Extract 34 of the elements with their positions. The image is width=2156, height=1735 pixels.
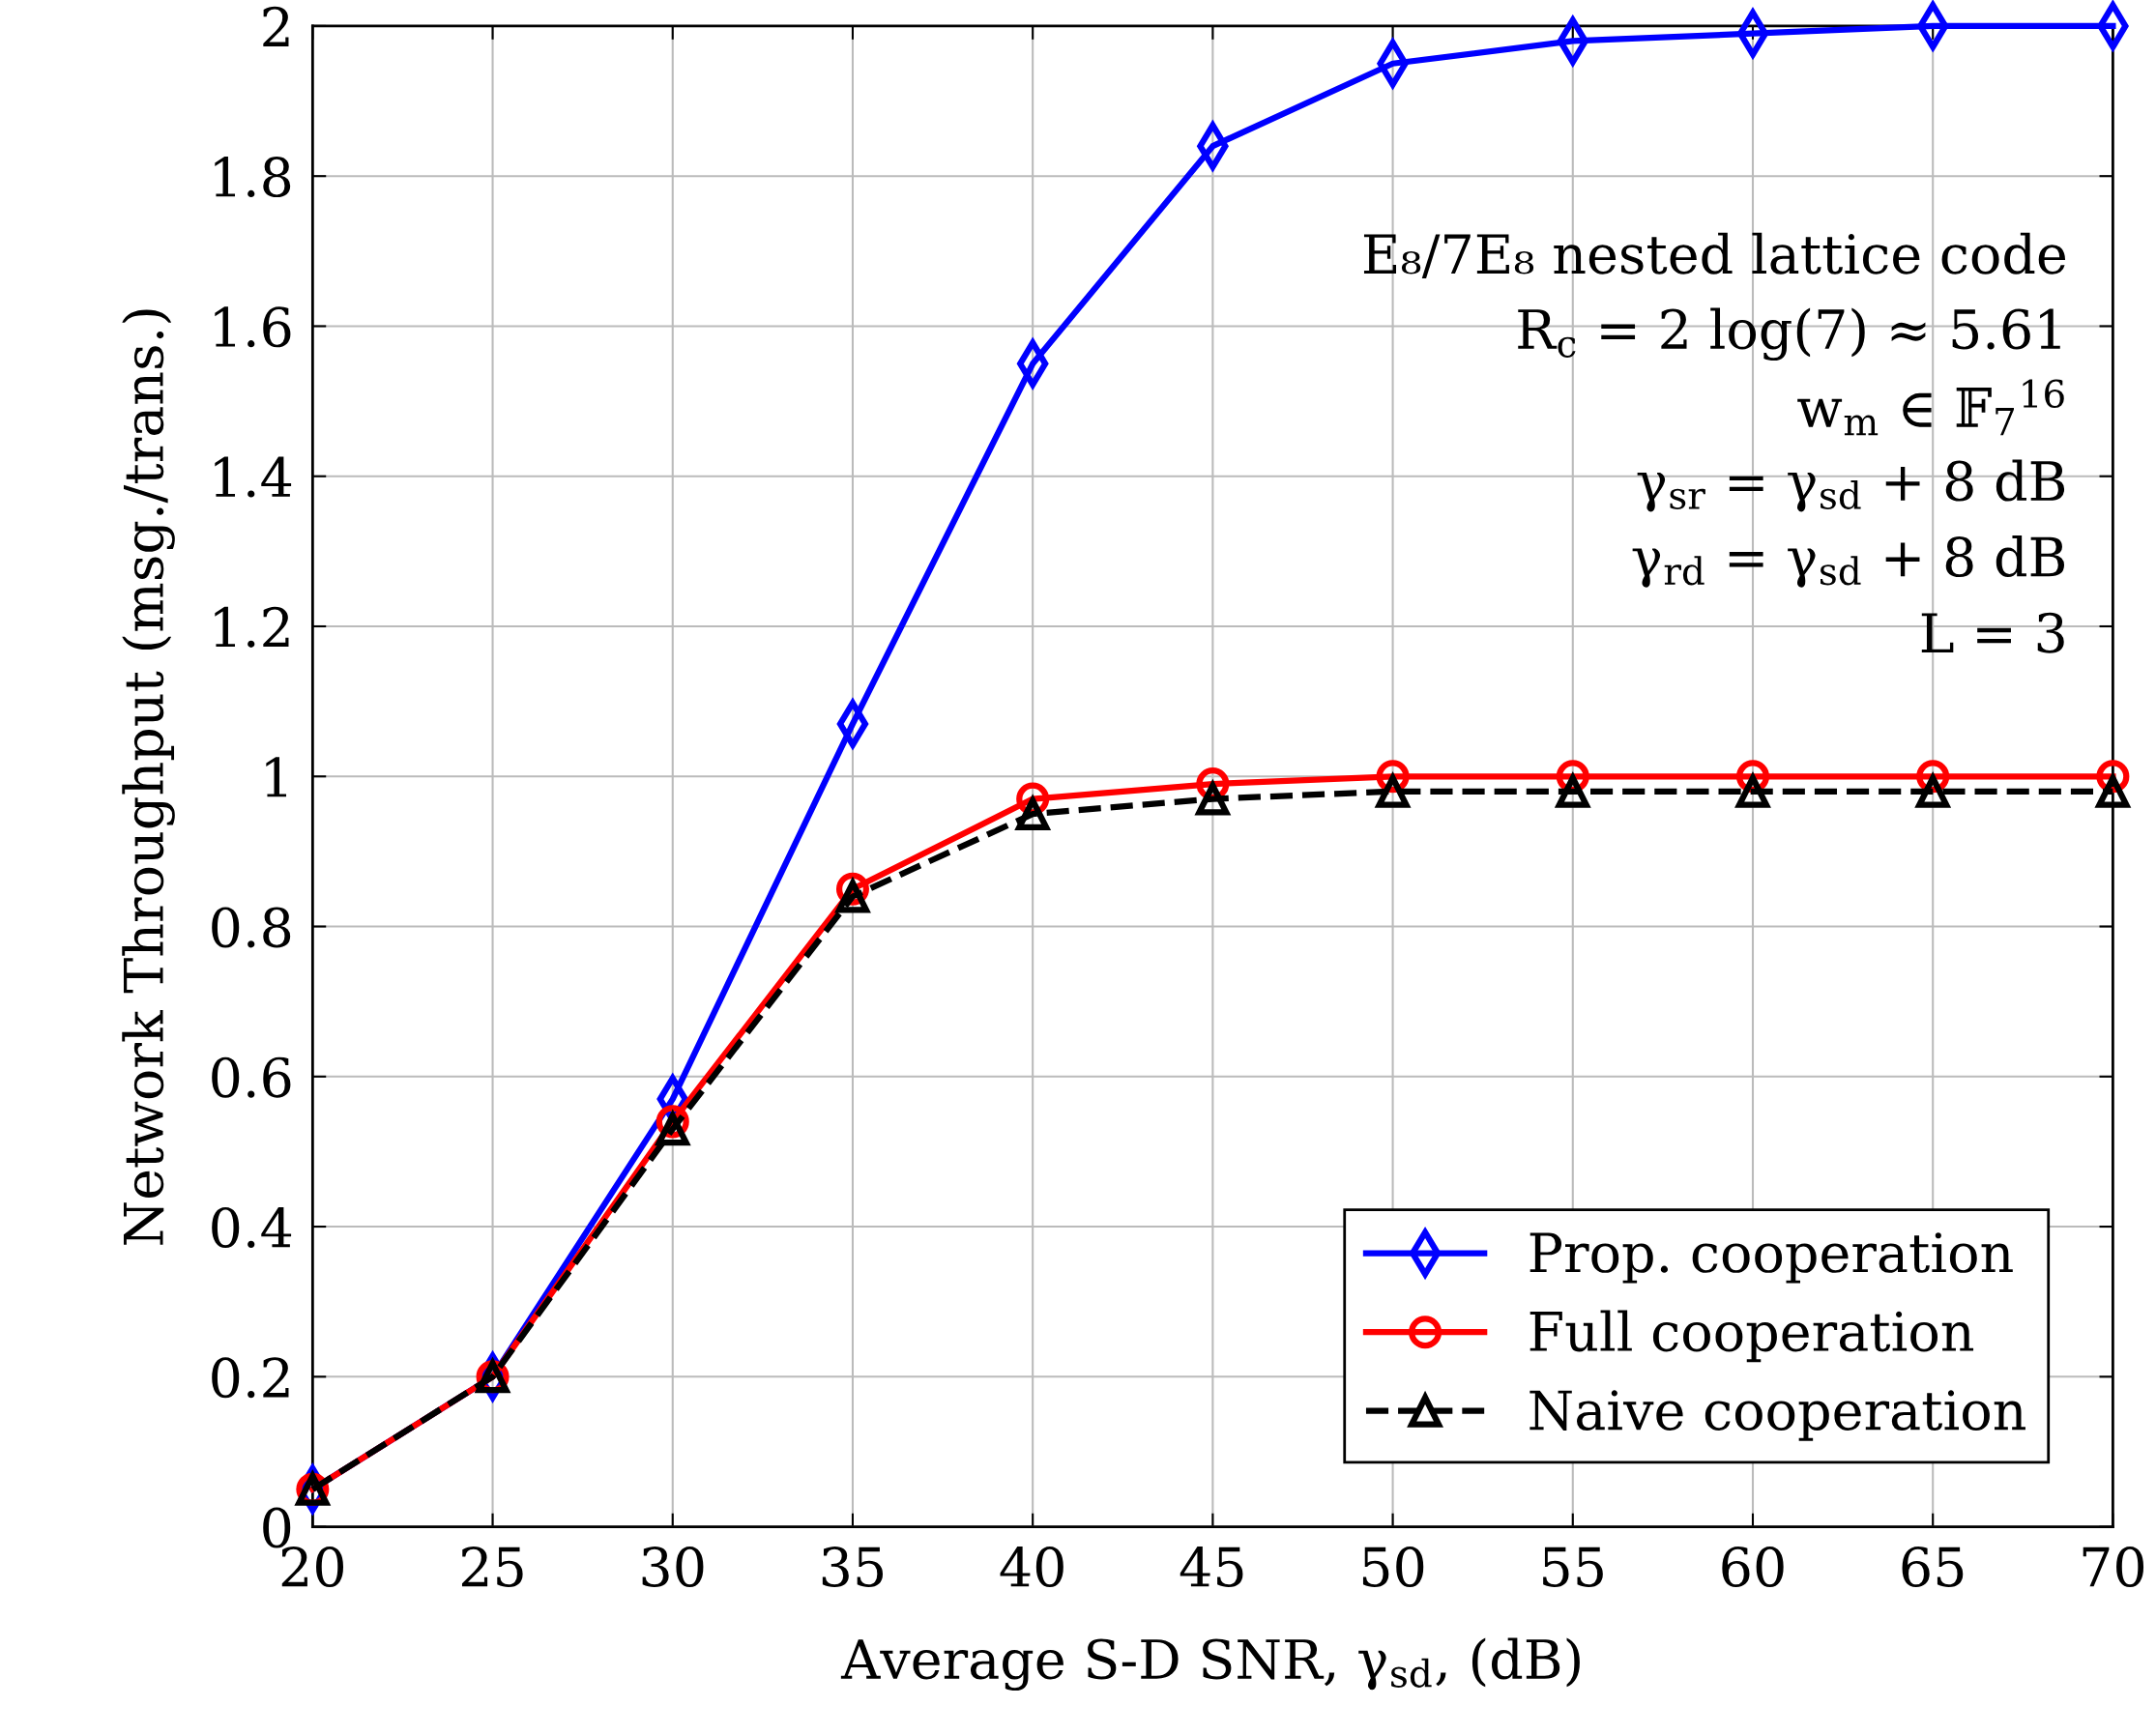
- x-tick-label: 60: [1722, 1547, 1784, 1588]
- y-tick-label: 1: [266, 757, 287, 797]
- y-tick-label: 0.8: [212, 907, 291, 948]
- y-tick-label: 2: [263, 6, 289, 47]
- annotation: γ$_{sr}$ = γ$_{sd}$ + 8 dB: [1637, 459, 2065, 512]
- annotation: L = 3: [1921, 612, 2064, 653]
- x-tick-label: 20: [281, 1547, 344, 1588]
- y-tick-label: 0.2: [212, 1357, 289, 1399]
- x-tick-label: 45: [1180, 1547, 1243, 1588]
- x-tick-label: 65: [1902, 1547, 1964, 1588]
- x-tick-label: 30: [642, 1547, 704, 1588]
- x-axis-title: Average S-D SNR, γ$_{sd}$, (dB): [840, 1637, 1580, 1692]
- y-tick-label: 1.2: [215, 606, 289, 648]
- y-tick-label: 1.6: [215, 306, 291, 348]
- legend-label: Naive cooperation: [1530, 1390, 2025, 1441]
- x-tick-label: 50: [1362, 1547, 1424, 1588]
- x-tick-label: 55: [1543, 1547, 1603, 1588]
- y-tick-label: 1.8: [215, 157, 291, 198]
- y-tick-label: 0: [263, 1507, 291, 1548]
- point: [2094, 772, 2132, 808]
- x-tick-label: 35: [822, 1547, 884, 1588]
- y-tick-label: 0.4: [212, 1206, 292, 1248]
- x-tick-label: 70: [2083, 1547, 2144, 1588]
- y-tick-label: 0.6: [212, 1056, 291, 1098]
- legend-label: Full cooperation: [1530, 1310, 1974, 1363]
- y-axis-title: Network Throughput (msg./trans.): [122, 309, 175, 1245]
- legend-label: Prop. cooperation: [1530, 1232, 2013, 1284]
- x-tick-label: 25: [461, 1547, 523, 1588]
- y-tick-label: 1.4: [215, 456, 292, 498]
- annotation: γ$_{rd}$ = γ$_{sd}$ + 8 dB: [1632, 535, 2065, 588]
- annotation: w$_{m}$ ∈ 𝔽$_{7}$$^{16}$: [1797, 379, 2064, 436]
- x-tick-label: 40: [1000, 1547, 1063, 1588]
- annotation: E₈/7E₈ nested lattice code: [1363, 232, 2066, 279]
- annotation: R$_{c}$ = 2 log(7) ≈ 5.61: [1518, 307, 2060, 361]
